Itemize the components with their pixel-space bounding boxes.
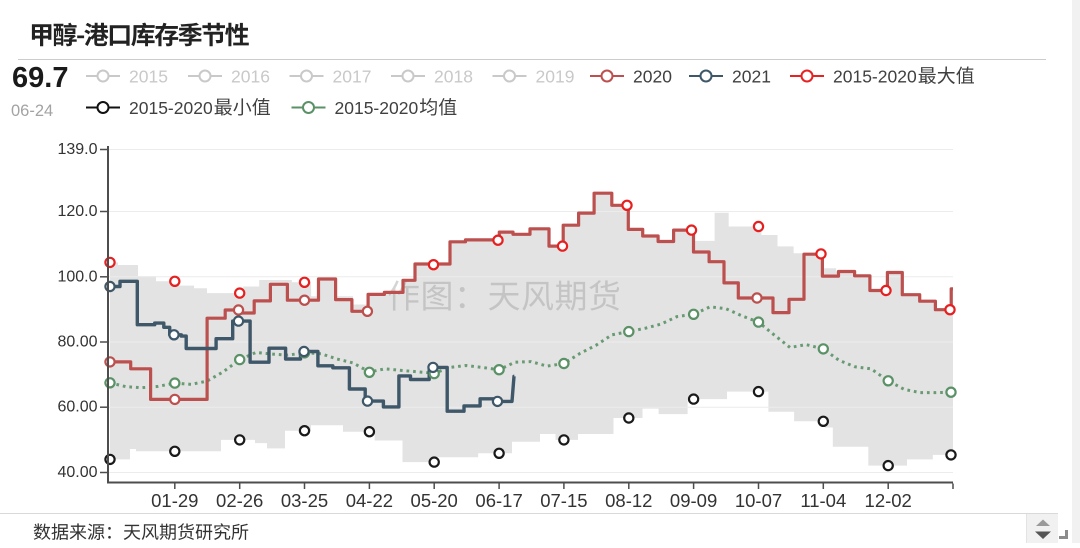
svg-text:2019: 2019 — [536, 67, 575, 87]
svg-text:2015: 2015 — [129, 67, 168, 87]
svg-text:03-25: 03-25 — [281, 490, 328, 511]
svg-text:06-17: 06-17 — [475, 490, 522, 511]
svg-text:11-04: 11-04 — [800, 490, 846, 511]
svg-text:60.00: 60.00 — [57, 399, 97, 416]
svg-text:12-02: 12-02 — [865, 490, 912, 511]
svg-text:2015-2020: 2015-2020 — [833, 67, 917, 87]
svg-text:2015-2020: 2015-2020 — [129, 98, 213, 118]
svg-text:100.0: 100.0 — [57, 268, 97, 285]
svg-text:2021: 2021 — [732, 67, 771, 87]
svg-text:08-12: 08-12 — [605, 490, 652, 511]
svg-text:139.0: 139.0 — [57, 141, 97, 158]
svg-text:2016: 2016 — [231, 67, 270, 87]
svg-text:2017: 2017 — [333, 67, 372, 87]
svg-text:09-09: 09-09 — [670, 490, 717, 511]
svg-text:2020: 2020 — [633, 67, 672, 87]
svg-text:120.0: 120.0 — [57, 203, 97, 220]
svg-text:07-15: 07-15 — [540, 490, 587, 511]
svg-text:10-07: 10-07 — [735, 490, 782, 511]
svg-text:40.00: 40.00 — [57, 464, 97, 481]
svg-text:01-29: 01-29 — [151, 490, 198, 511]
svg-text:04-22: 04-22 — [346, 490, 393, 511]
svg-text:80.00: 80.00 — [57, 334, 97, 351]
svg-text:2015-2020: 2015-2020 — [335, 98, 419, 118]
svg-text:02-26: 02-26 — [216, 490, 263, 511]
svg-text:2018: 2018 — [434, 67, 473, 87]
svg-text:05-20: 05-20 — [411, 490, 458, 511]
